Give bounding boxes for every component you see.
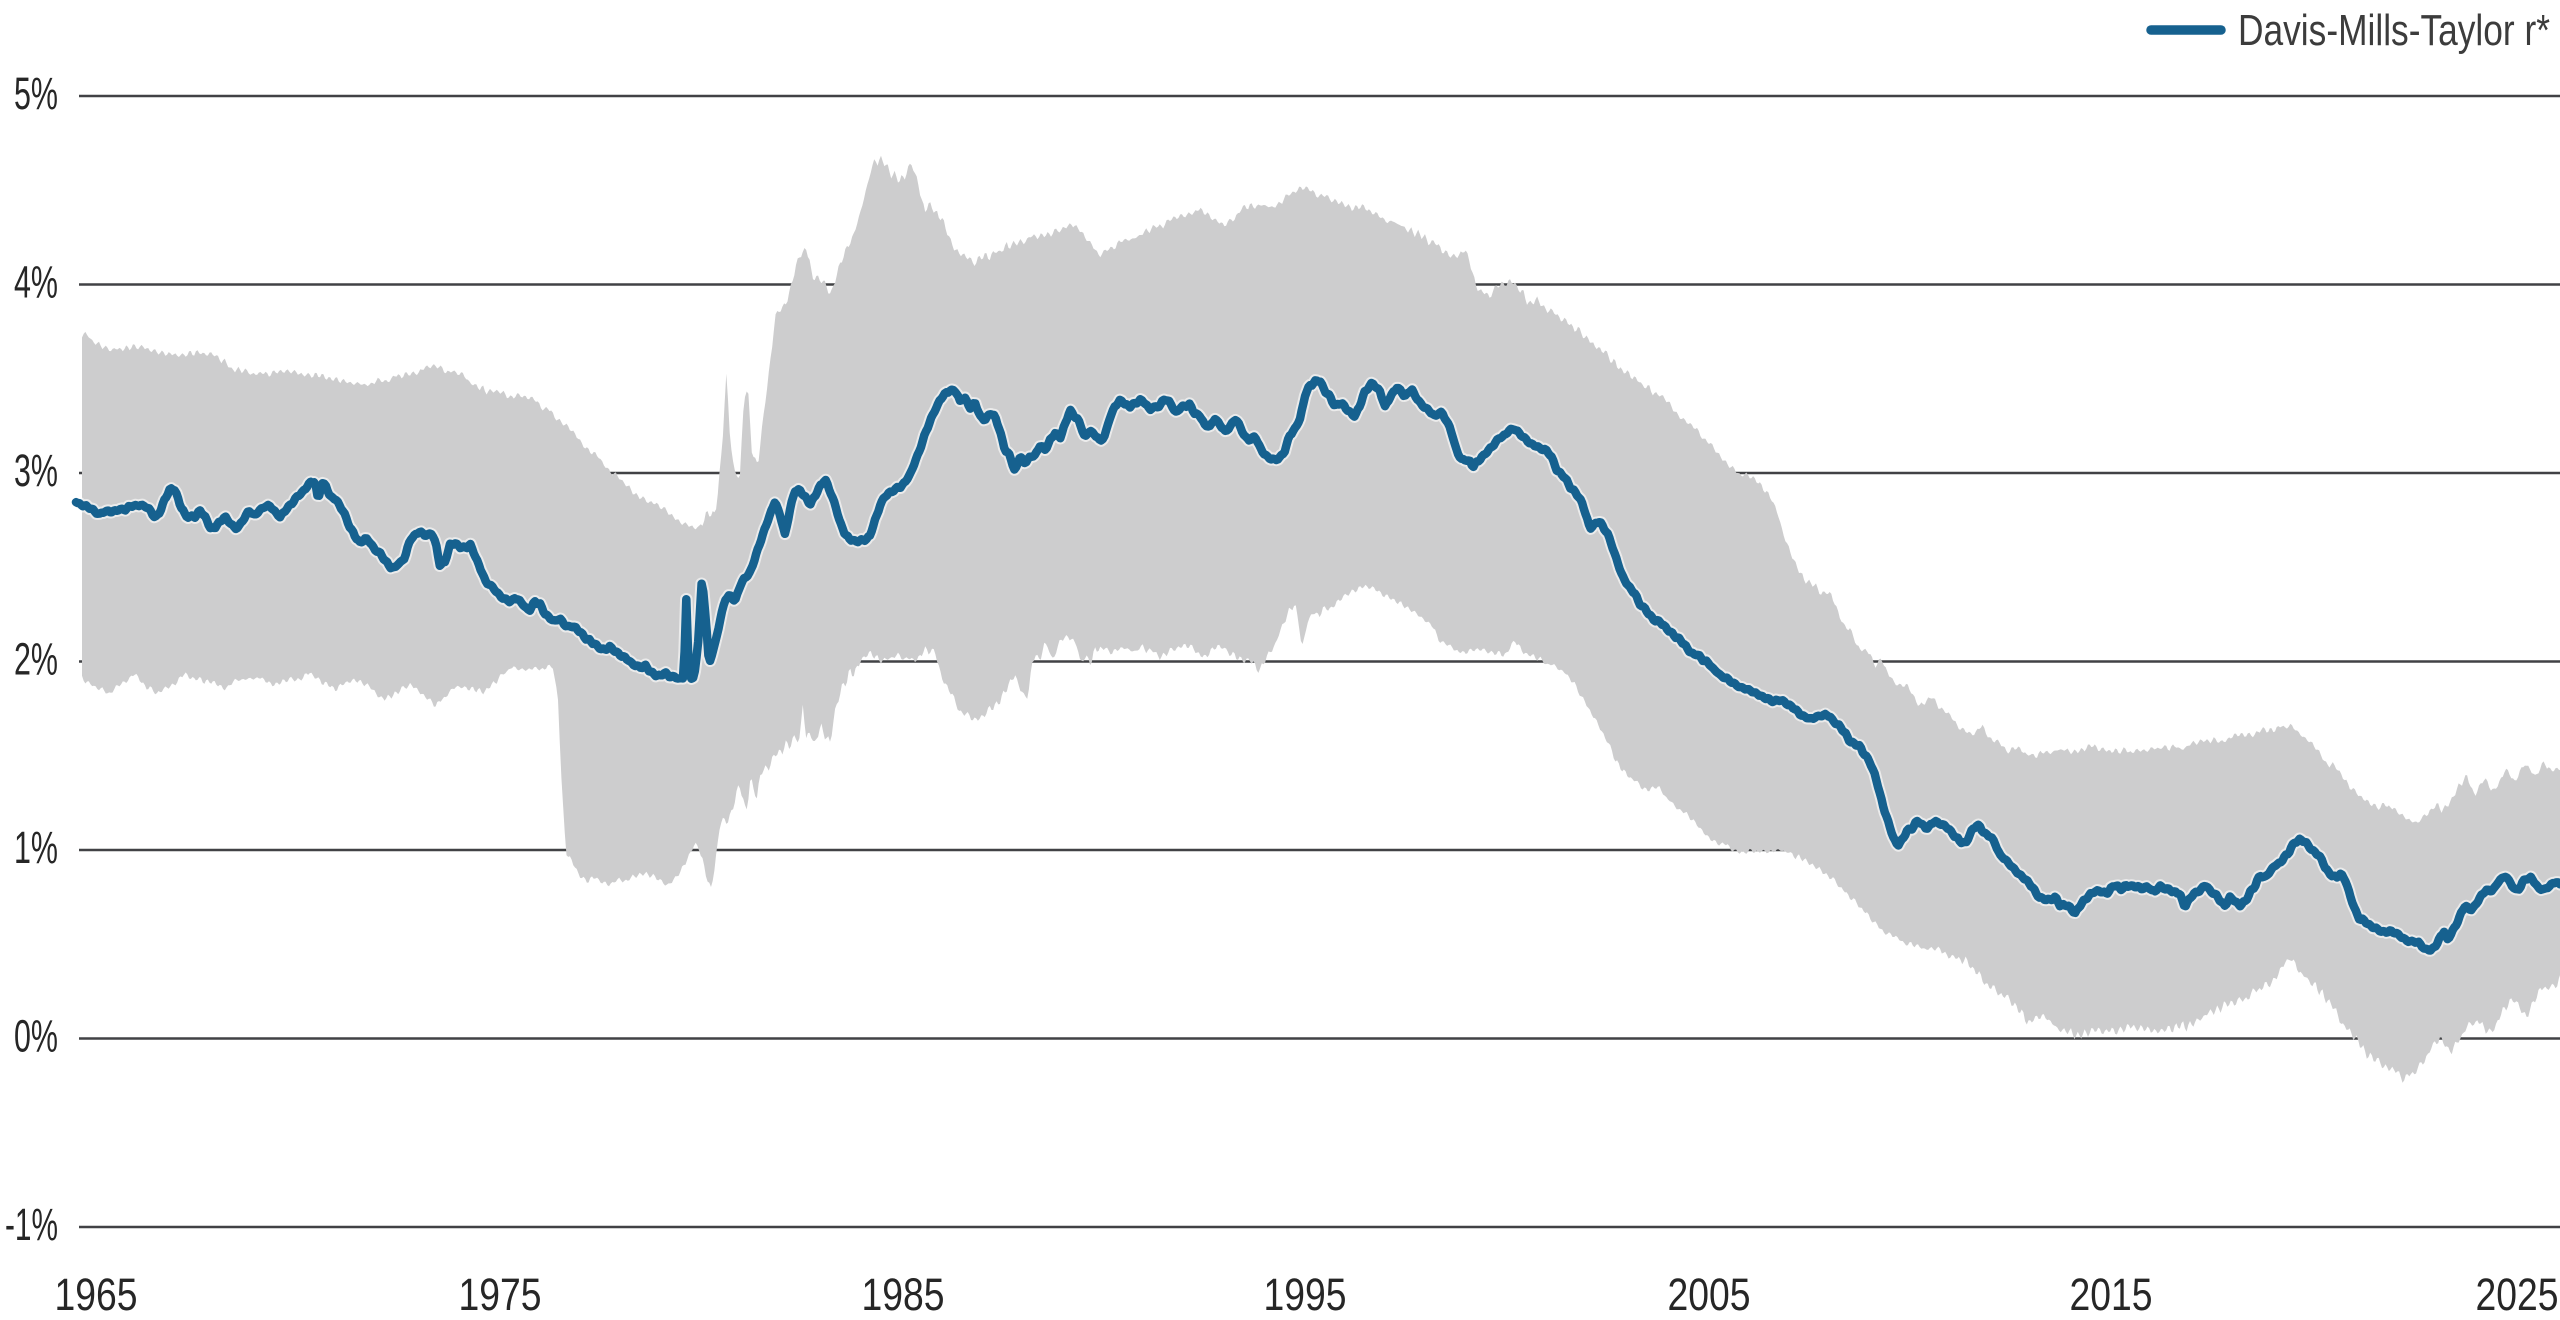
svg-text:3%: 3% (14, 445, 58, 496)
svg-text:2%: 2% (14, 634, 58, 685)
svg-text:1985: 1985 (862, 1269, 945, 1320)
svg-text:Davis-Mills-Taylor r*: Davis-Mills-Taylor r* (2238, 6, 2550, 55)
svg-text:2005: 2005 (1668, 1269, 1751, 1320)
svg-text:-1%: -1% (5, 1199, 58, 1250)
svg-text:1975: 1975 (459, 1269, 542, 1320)
svg-text:5%: 5% (14, 68, 58, 119)
svg-text:1%: 1% (14, 822, 58, 873)
svg-text:1995: 1995 (1264, 1269, 1347, 1320)
svg-text:2025: 2025 (2476, 1269, 2559, 1320)
svg-text:4%: 4% (14, 257, 58, 308)
svg-text:2015: 2015 (2070, 1269, 2153, 1320)
svg-text:0%: 0% (14, 1011, 58, 1062)
svg-text:1965: 1965 (55, 1269, 138, 1320)
